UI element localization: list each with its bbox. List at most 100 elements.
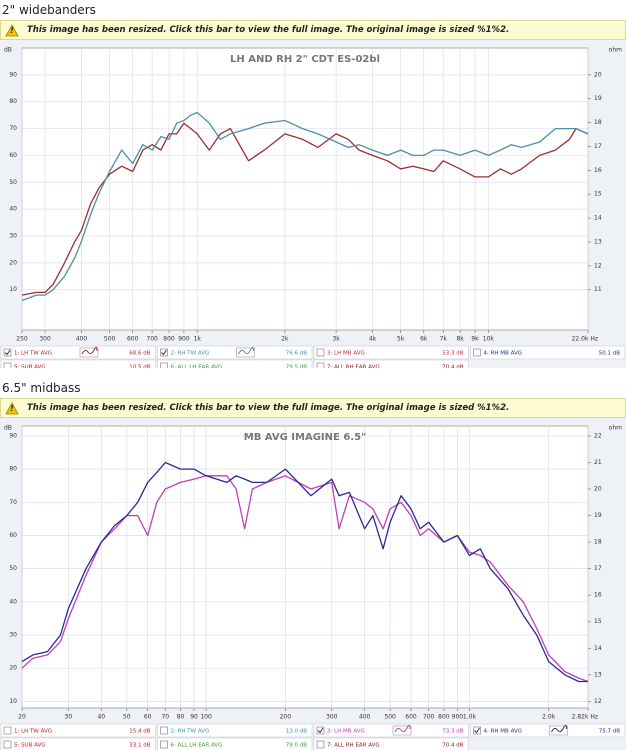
x-tick-label: 800 — [438, 714, 450, 721]
y-tick-label: 50 — [9, 179, 17, 186]
legend-reading: 70.4 dB — [442, 743, 463, 749]
resize-notice[interactable]: ! This image has been resized. Click thi… — [0, 398, 626, 418]
series-line — [21, 111, 589, 302]
x-tick-label: 700 — [423, 714, 435, 721]
x-tick-label: 500 — [104, 336, 116, 343]
legend-cell — [313, 723, 469, 738]
x-tick-label: 8k — [456, 336, 464, 343]
warning-icon: ! — [5, 23, 19, 36]
legend-label: 4: RH MB AVG — [484, 729, 523, 735]
y2-tick-label: 15 — [594, 191, 602, 198]
legend-swatch-line — [81, 346, 98, 355]
legend-reading: 73.3 dB — [442, 729, 463, 735]
x-tick-label: 20 — [18, 714, 26, 721]
y-tick-label: 60 — [9, 532, 17, 539]
y2-tick-label: 13 — [594, 238, 602, 245]
y-tick-label: 40 — [9, 598, 17, 605]
legend-swatch-line — [238, 346, 254, 355]
legend-label: 7: ALL RH EAR AVG — [327, 743, 380, 749]
y2-axis-label: ohm — [609, 425, 622, 432]
chart: 250 300 400 500 600 700 800 900 1k 2k 3k 4k 5k 6k 7k 8k… — [0, 40, 626, 368]
checkbox-tick — [317, 727, 324, 734]
legend-reading: 79.0 dB — [286, 743, 307, 749]
y-tick-label: 80 — [9, 466, 17, 473]
chart-title: MB AVG IMAGINE 6.5" — [244, 432, 367, 443]
x-tick-label: 50 — [123, 714, 131, 721]
section-heading: 2" widebanders — [2, 3, 96, 17]
x-tick-label: 40 — [97, 714, 105, 721]
legend-reading: 68.6 dB — [129, 351, 150, 357]
resize-notice[interactable]: ! This image has been resized. Click thi… — [0, 20, 626, 40]
x-tick-label: 22.0k Hz — [572, 336, 598, 343]
y-tick-label: 10 — [9, 286, 17, 293]
legend-checkbox[interactable] — [160, 348, 168, 357]
notice-text: This image has been resized. Click this … — [27, 25, 510, 35]
legend-cell — [0, 723, 156, 738]
legend-label: 4: RH MB AVG — [484, 351, 523, 357]
legend-reading: 33.1 dB — [129, 743, 150, 749]
warning-icon: ! — [5, 401, 19, 414]
x-tick-label: 900 — [452, 714, 464, 721]
y2-tick-label: 14 — [594, 215, 602, 222]
legend-label: 7: ALL RH EAR AVG — [327, 365, 380, 369]
legend-label: 1: LH TW AVG — [14, 351, 52, 357]
y2-tick-label: 20 — [594, 486, 602, 493]
y2-tick-label: 17 — [594, 565, 602, 572]
legend-cell — [157, 737, 313, 750]
x-tick-label: 5k — [397, 336, 405, 343]
legend-cell — [0, 737, 156, 750]
svg-text:!: ! — [10, 26, 14, 35]
x-tick-label: 30 — [65, 714, 73, 721]
svg-text:!: ! — [10, 404, 14, 413]
x-tick-label: 250 — [16, 336, 28, 343]
x-tick-label: 100 — [200, 714, 212, 721]
legend-checkbox[interactable] — [316, 348, 325, 357]
x-tick-label: 900 — [178, 336, 190, 343]
x-tick-label: 6k — [420, 336, 428, 343]
legend-checkbox[interactable] — [473, 348, 481, 357]
legend-label: 1: LH TW AVG — [14, 729, 52, 735]
legend-checkbox[interactable] — [160, 740, 168, 749]
legend-checkbox[interactable] — [3, 362, 12, 368]
y2-tick-label: 20 — [594, 71, 602, 78]
legend-reading: 10.5 dB — [129, 365, 150, 369]
legend-checkbox[interactable] — [473, 726, 481, 735]
y2-tick-label: 16 — [594, 592, 602, 599]
y-axis-label: dB — [4, 47, 12, 54]
checkbox-tick — [161, 349, 167, 356]
legend-checkbox[interactable] — [316, 740, 325, 749]
legend-label: 3: LH MB AVG — [327, 729, 365, 735]
legend-checkbox[interactable] — [3, 740, 12, 749]
legend-reading: 53.3 dB — [442, 351, 463, 357]
y2-tick-label: 14 — [594, 645, 602, 652]
plot-area — [21, 47, 589, 331]
legend-cell — [0, 345, 156, 360]
x-tick-label: 2.0k — [542, 714, 556, 721]
legend-checkbox[interactable] — [316, 726, 325, 735]
x-tick-label: 300 — [326, 714, 338, 721]
x-tick-label: 500 — [384, 714, 396, 721]
chart-title: LH AND RH 2" CDT ES-02bl — [230, 54, 380, 65]
legend-checkbox[interactable] — [3, 348, 12, 357]
legend-label: 3: LH MB AVG — [327, 351, 365, 357]
legend-cell — [157, 345, 313, 360]
x-tick-label: 4k — [369, 336, 377, 343]
y-tick-label: 90 — [9, 432, 17, 439]
legend-checkbox[interactable] — [160, 726, 168, 735]
x-tick-label: 3k — [332, 336, 340, 343]
legend-reading: 79.5 dB — [286, 365, 307, 369]
x-tick-label: 60 — [144, 714, 152, 721]
legend-swatch-line — [551, 724, 567, 733]
legend-checkbox[interactable] — [316, 362, 325, 368]
notice-text: This image has been resized. Click this … — [27, 403, 510, 413]
legend-cell — [0, 359, 156, 368]
y2-tick-label: 17 — [594, 143, 602, 150]
x-tick-label: 400 — [359, 714, 371, 721]
y2-tick-label: 22 — [594, 432, 602, 439]
y-tick-label: 70 — [9, 499, 17, 506]
legend-label: 2: RH TW AVG — [171, 351, 210, 357]
legend-checkbox[interactable] — [160, 362, 168, 368]
legend-checkbox[interactable] — [3, 726, 12, 735]
x-tick-label: 1k — [194, 336, 202, 343]
